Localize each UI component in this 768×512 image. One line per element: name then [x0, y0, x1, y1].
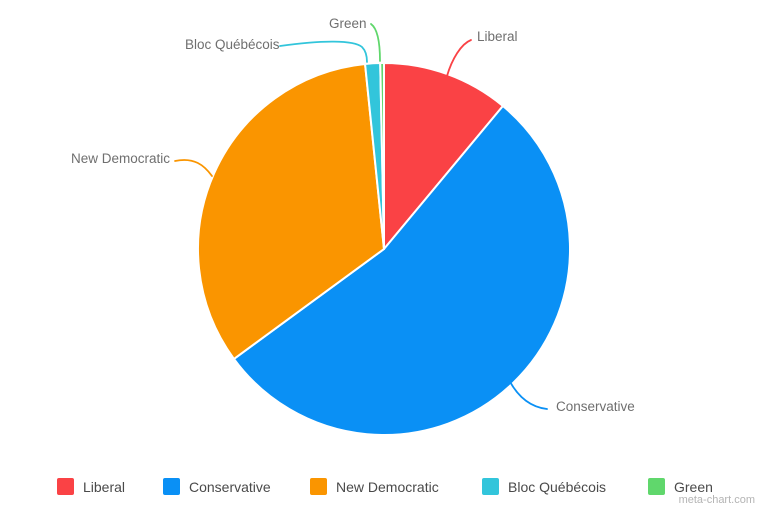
callout-label-new-democratic: New Democratic: [71, 151, 171, 166]
legend-label-conservative: Conservative: [189, 478, 271, 495]
legend-swatch-green: [648, 478, 665, 495]
legend-label-new-democratic: New Democratic: [336, 478, 439, 495]
legend-swatch-new-democratic: [310, 478, 327, 495]
legend-swatch-liberal: [57, 478, 74, 495]
watermark-meta-chart: meta-chart.com: [678, 494, 755, 506]
leader-line-conservative: [508, 379, 548, 410]
legend-label-green: Green: [674, 478, 713, 495]
leader-line-green: [370, 23, 381, 62]
callout-label-liberal: Liberal: [477, 29, 518, 44]
legend-item-bloc-quebecois: Bloc Québécois: [482, 478, 606, 495]
legend-item-conservative: Conservative: [163, 478, 271, 495]
callout-label-conservative: Conservative: [556, 399, 635, 414]
callout-label-green: Green: [329, 16, 367, 31]
legend-swatch-conservative: [163, 478, 180, 495]
pie-slice-green: [379, 62, 385, 250]
legend-label-bloc-quebecois: Bloc Québécois: [508, 478, 607, 495]
leader-line-new-democratic: [174, 159, 213, 177]
legend-item-new-democratic: New Democratic: [310, 478, 439, 495]
leader-line-bloc-quebecois: [279, 40, 368, 63]
legend-label-liberal: Liberal: [83, 478, 126, 495]
callout-label-bloc-quebecois: Bloc Québécois: [185, 37, 280, 52]
legend-item-liberal: Liberal: [57, 478, 125, 495]
leader-line-liberal: [446, 39, 472, 77]
legend-swatch-bloc-quebecois: [482, 478, 499, 495]
legend-item-green: Green: [648, 478, 713, 495]
pie-slice-new-democratic: [197, 62, 385, 360]
